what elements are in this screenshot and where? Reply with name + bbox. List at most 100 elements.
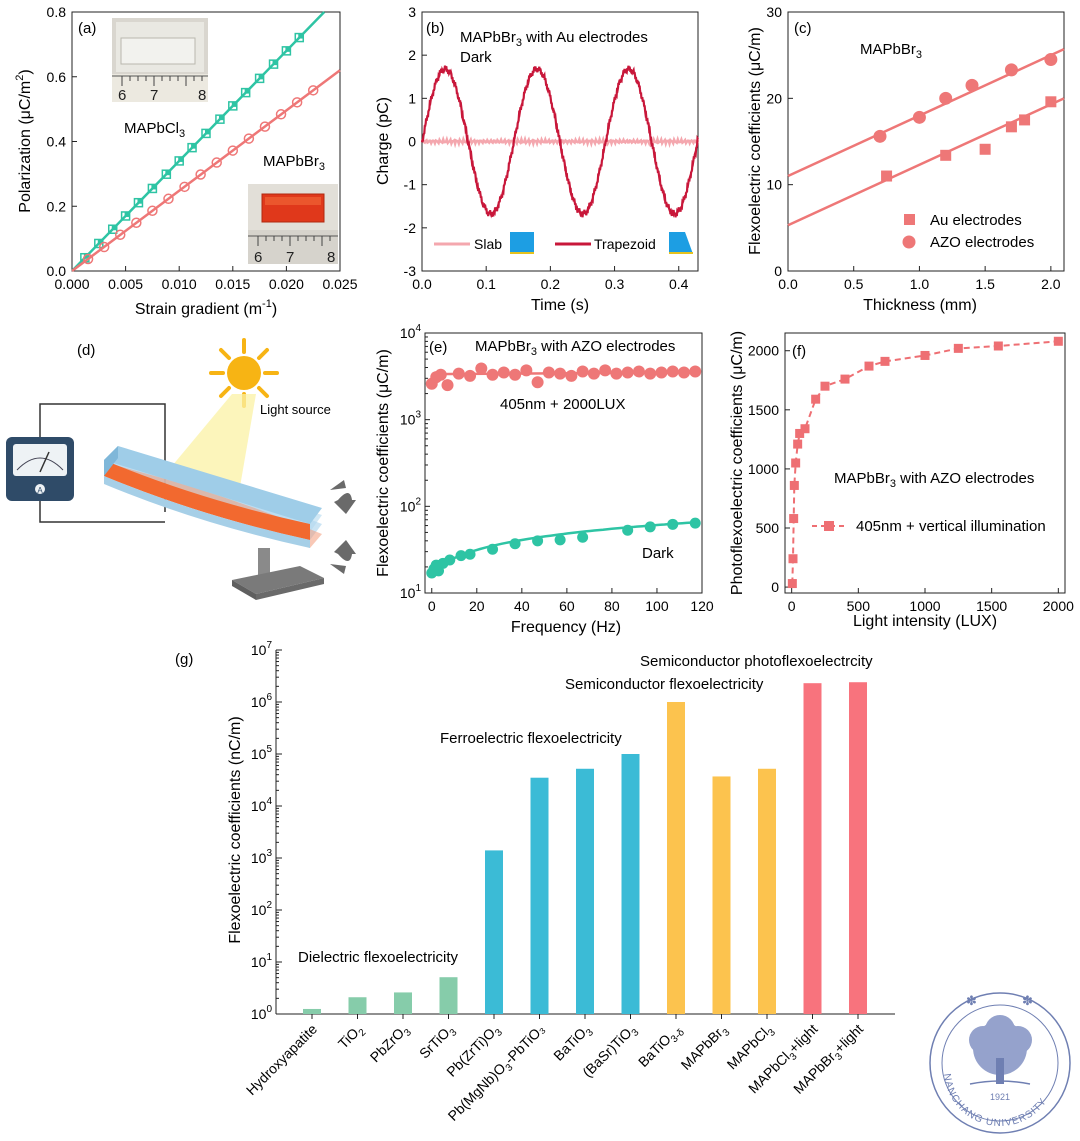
annotation-mapbbr3: MAPbBr3 [263, 153, 325, 173]
sample-stage [232, 548, 324, 600]
data-point [667, 518, 679, 530]
data-point [520, 364, 533, 377]
x-tick-label: 2000 [1043, 598, 1074, 614]
x-tick-label: 0.020 [269, 276, 304, 292]
data-point [993, 341, 1003, 351]
data-point [1045, 96, 1057, 108]
light-source-label: Light source [260, 402, 331, 417]
bar [394, 992, 412, 1014]
data-point [577, 531, 589, 543]
legend-marker-circle [902, 235, 916, 249]
panel-b: 0.0 0.1 0.2 0.3 0.4 -3 -2 -1 0 1 2 3 (b) MAPbBr3 wi… [375, 4, 700, 314]
bending-slab [104, 446, 322, 548]
data-point [644, 367, 657, 380]
ammeter-label: A [37, 486, 43, 495]
data-point [840, 374, 850, 384]
bar [348, 997, 367, 1014]
y-tick-label: 103 [251, 848, 273, 866]
ammeter-icon: A [6, 437, 74, 501]
bar [667, 702, 685, 1014]
bar [758, 768, 776, 1014]
data-point [1019, 114, 1031, 126]
y-tick-label: 1000 [748, 461, 779, 477]
seal-glyph: ✽ [966, 993, 977, 1008]
x-tick-label: Hydroxyapatite [243, 1021, 320, 1098]
y-tick-label: 102 [251, 900, 273, 918]
group-label-semiconductor: Semiconductor flexoelectricity [565, 676, 764, 693]
x-tick-label: PbZrO3 [367, 1020, 415, 1068]
chart-title-b: MAPbBr3 with Au electrodes [460, 29, 648, 49]
x-tick-label: 20 [469, 598, 485, 614]
trapezoid-shape-icon [669, 232, 693, 254]
y-axis-label-c: Flexoelectric coefficients (μC/m) [747, 27, 764, 255]
data-point [793, 439, 803, 449]
x-tick-label: 0.000 [54, 276, 89, 292]
data-point [655, 366, 668, 379]
ruler-label: 7 [150, 87, 158, 104]
data-point [441, 379, 454, 392]
bar [803, 683, 822, 1014]
data-point [787, 579, 797, 589]
annotation-f: MAPbBr3 with AZO electrodes [834, 470, 1034, 490]
y-tick-label: 100 [251, 1004, 273, 1022]
y-tick-label: 20 [766, 90, 782, 106]
data-point [953, 343, 963, 353]
y-tick-label: 0.0 [47, 263, 67, 279]
slab-shape-icon [510, 232, 534, 254]
ruler-label: 6 [118, 87, 126, 104]
x-tick-label: 0.025 [322, 276, 357, 292]
data-point [307, 85, 319, 96]
y-axis-label-g: Flexoelectric coefficients (nC/m) [227, 716, 244, 943]
data-point [137, 198, 143, 204]
data-point [873, 129, 887, 143]
data-point [644, 521, 656, 533]
legend-label-slab: Slab [474, 236, 502, 252]
fit-line [787, 97, 1065, 227]
data-point [285, 46, 291, 52]
seal-glyph: ✽ [1022, 993, 1033, 1008]
bar [485, 850, 503, 1014]
series-line-trapezoid [420, 65, 699, 219]
data-point [939, 91, 953, 105]
x-tick-label: 500 [847, 598, 871, 614]
data-point [788, 554, 798, 564]
x-tick-label: 80 [604, 598, 620, 614]
panel-label-b: (b) [426, 20, 444, 37]
sun-icon [209, 338, 279, 408]
panel-label-a: (a) [78, 20, 96, 37]
chart-subtitle-b: Dark [460, 49, 492, 66]
series-line-f [791, 340, 1059, 584]
data-point [243, 133, 255, 144]
plot-frame-f [784, 332, 1066, 594]
data-point [666, 365, 679, 378]
panel-label-f: (f) [792, 343, 806, 360]
data-point [565, 369, 578, 382]
data-point [124, 211, 130, 217]
data-point [298, 33, 304, 39]
legend-label-au: Au electrodes [930, 212, 1022, 229]
x-tick-label: 0.0 [778, 276, 798, 292]
data-point [82, 253, 94, 265]
data-marks-b [420, 65, 700, 219]
group-label-ferroelectric: Ferroelectric flexoelectricity [440, 730, 622, 747]
data-point [163, 193, 174, 205]
x-tick-label: 0.5 [844, 276, 864, 292]
annotation-mapbcl3: MAPbCl3 [124, 120, 185, 140]
axis-ticks-e: 0 20 40 60 80 100 120 101 102 103 104 [400, 323, 714, 614]
x-tick-label: 1500 [976, 598, 1007, 614]
x-tick-label: 40 [514, 598, 530, 614]
y-tick-label: 0 [774, 263, 782, 279]
data-point [444, 554, 456, 566]
y-tick-label: 2 [408, 47, 416, 63]
x-axis-label-e: Frequency (Hz) [511, 619, 621, 636]
y-tick-label: 102 [400, 496, 422, 514]
data-point [114, 229, 126, 240]
y-axis-label-b: Charge (pC) [375, 97, 392, 185]
x-tick-label: 0 [788, 598, 796, 614]
y-tick-label: 1 [408, 90, 416, 106]
data-point [881, 170, 893, 182]
data-point [486, 368, 499, 381]
data-point [291, 97, 303, 108]
legend-b: Slab Trapezoid [434, 232, 693, 254]
data-point [272, 60, 278, 66]
